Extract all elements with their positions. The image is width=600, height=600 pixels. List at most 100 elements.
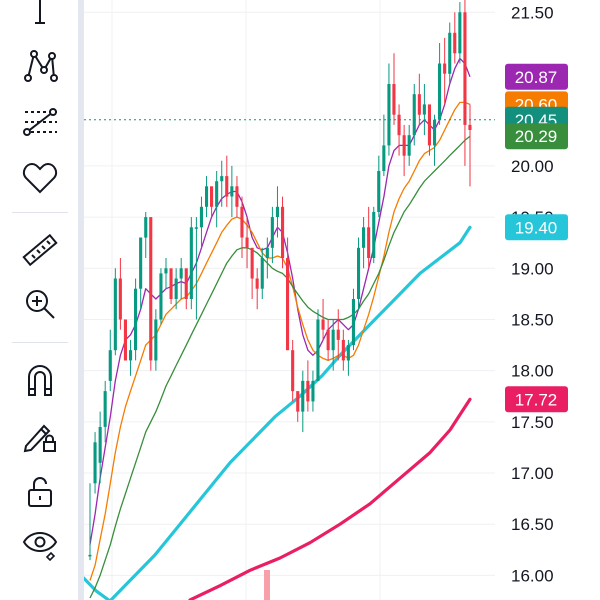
price-label: 19.40 (505, 214, 568, 241)
candle (123, 319, 127, 361)
candle-body (88, 554, 92, 557)
candle (230, 165, 234, 218)
candle (194, 217, 198, 320)
zoom-in-icon[interactable] (16, 280, 64, 328)
candle (88, 483, 92, 561)
ma-line-cyan (79, 225, 472, 600)
candle-body (351, 299, 355, 346)
candle-body (387, 84, 391, 146)
candle (164, 258, 168, 289)
lock-drawings-icon[interactable] (16, 412, 64, 460)
price-tick-label: 18.00 (511, 362, 554, 381)
candle (184, 268, 188, 310)
candle (336, 309, 340, 361)
candle (341, 329, 345, 371)
grid (84, 0, 495, 600)
price-tick-label: 20.00 (511, 157, 554, 176)
candle-body (225, 176, 229, 197)
pattern-tool-icon[interactable] (16, 42, 64, 90)
candle-body (392, 84, 396, 115)
candle (210, 186, 214, 218)
candle-body (321, 319, 325, 330)
ruler-icon[interactable] (16, 226, 64, 274)
candle-body (144, 217, 148, 238)
candle-body (367, 227, 371, 258)
candle-body (255, 278, 259, 289)
candle (433, 114, 437, 166)
favorites-heart-icon[interactable] (16, 154, 64, 202)
candle-body (346, 345, 350, 361)
candle-body (468, 124, 472, 130)
eye-icon[interactable] (16, 520, 64, 568)
candle-body (220, 176, 224, 182)
candle-body (316, 319, 320, 381)
candle-body (306, 380, 310, 402)
candle-body (108, 350, 112, 381)
text-tool-icon[interactable] (16, 0, 64, 34)
candle-body (448, 32, 452, 74)
candle-body (149, 217, 153, 361)
candle (265, 237, 269, 279)
candle (93, 432, 97, 494)
drawing-toolbar (0, 0, 78, 600)
candle-body (458, 12, 462, 54)
candle (346, 339, 350, 376)
candle (438, 43, 442, 125)
candle-body (427, 104, 431, 146)
candle-body (402, 135, 406, 156)
candle-body (443, 63, 447, 74)
candle-body (134, 288, 138, 351)
candle-body (326, 329, 330, 351)
candle (113, 268, 117, 356)
candlesticks (88, 0, 472, 561)
candle (321, 298, 325, 340)
candle (245, 217, 249, 269)
candle (453, 12, 457, 64)
candle (98, 411, 102, 484)
candle (468, 104, 472, 187)
fib-retracement-icon[interactable] (16, 98, 64, 146)
lock-icon[interactable] (16, 468, 64, 516)
candle-body (372, 211, 376, 258)
candle (134, 278, 138, 361)
candle (351, 288, 355, 351)
candle (407, 124, 411, 166)
candle-body (265, 247, 269, 258)
price-label-bg (505, 63, 568, 90)
candle (108, 329, 112, 392)
candle (377, 155, 381, 218)
candle (331, 319, 335, 371)
candle (326, 319, 330, 361)
candle (422, 83, 426, 136)
candle-body (341, 339, 345, 361)
candle-body (230, 186, 234, 197)
candle (154, 309, 158, 371)
candle (159, 268, 163, 325)
candle (225, 155, 229, 207)
candle (235, 176, 239, 218)
candle (362, 217, 366, 269)
candle-body (103, 391, 107, 427)
candle-body (139, 237, 143, 289)
candle (296, 391, 300, 422)
candle (306, 360, 310, 412)
candle-body (377, 171, 381, 212)
candle (286, 237, 290, 351)
candle-body (129, 350, 133, 361)
magnet-icon[interactable] (16, 356, 64, 404)
candle-body (453, 32, 457, 54)
price-axis[interactable]: 21.5020.0019.5019.0018.5018.0017.5017.00… (511, 3, 554, 585)
candle (118, 258, 122, 330)
candle (250, 247, 254, 299)
candle-body (164, 268, 168, 274)
price-label-text: 20.29 (515, 127, 558, 146)
candle-body (433, 119, 437, 146)
candle-body (199, 206, 203, 228)
price-label-text: 19.40 (515, 218, 558, 237)
candle (443, 37, 447, 105)
candle (458, 2, 462, 64)
candle-body (275, 206, 279, 217)
candle-body (169, 268, 173, 299)
candle-body (245, 237, 249, 248)
